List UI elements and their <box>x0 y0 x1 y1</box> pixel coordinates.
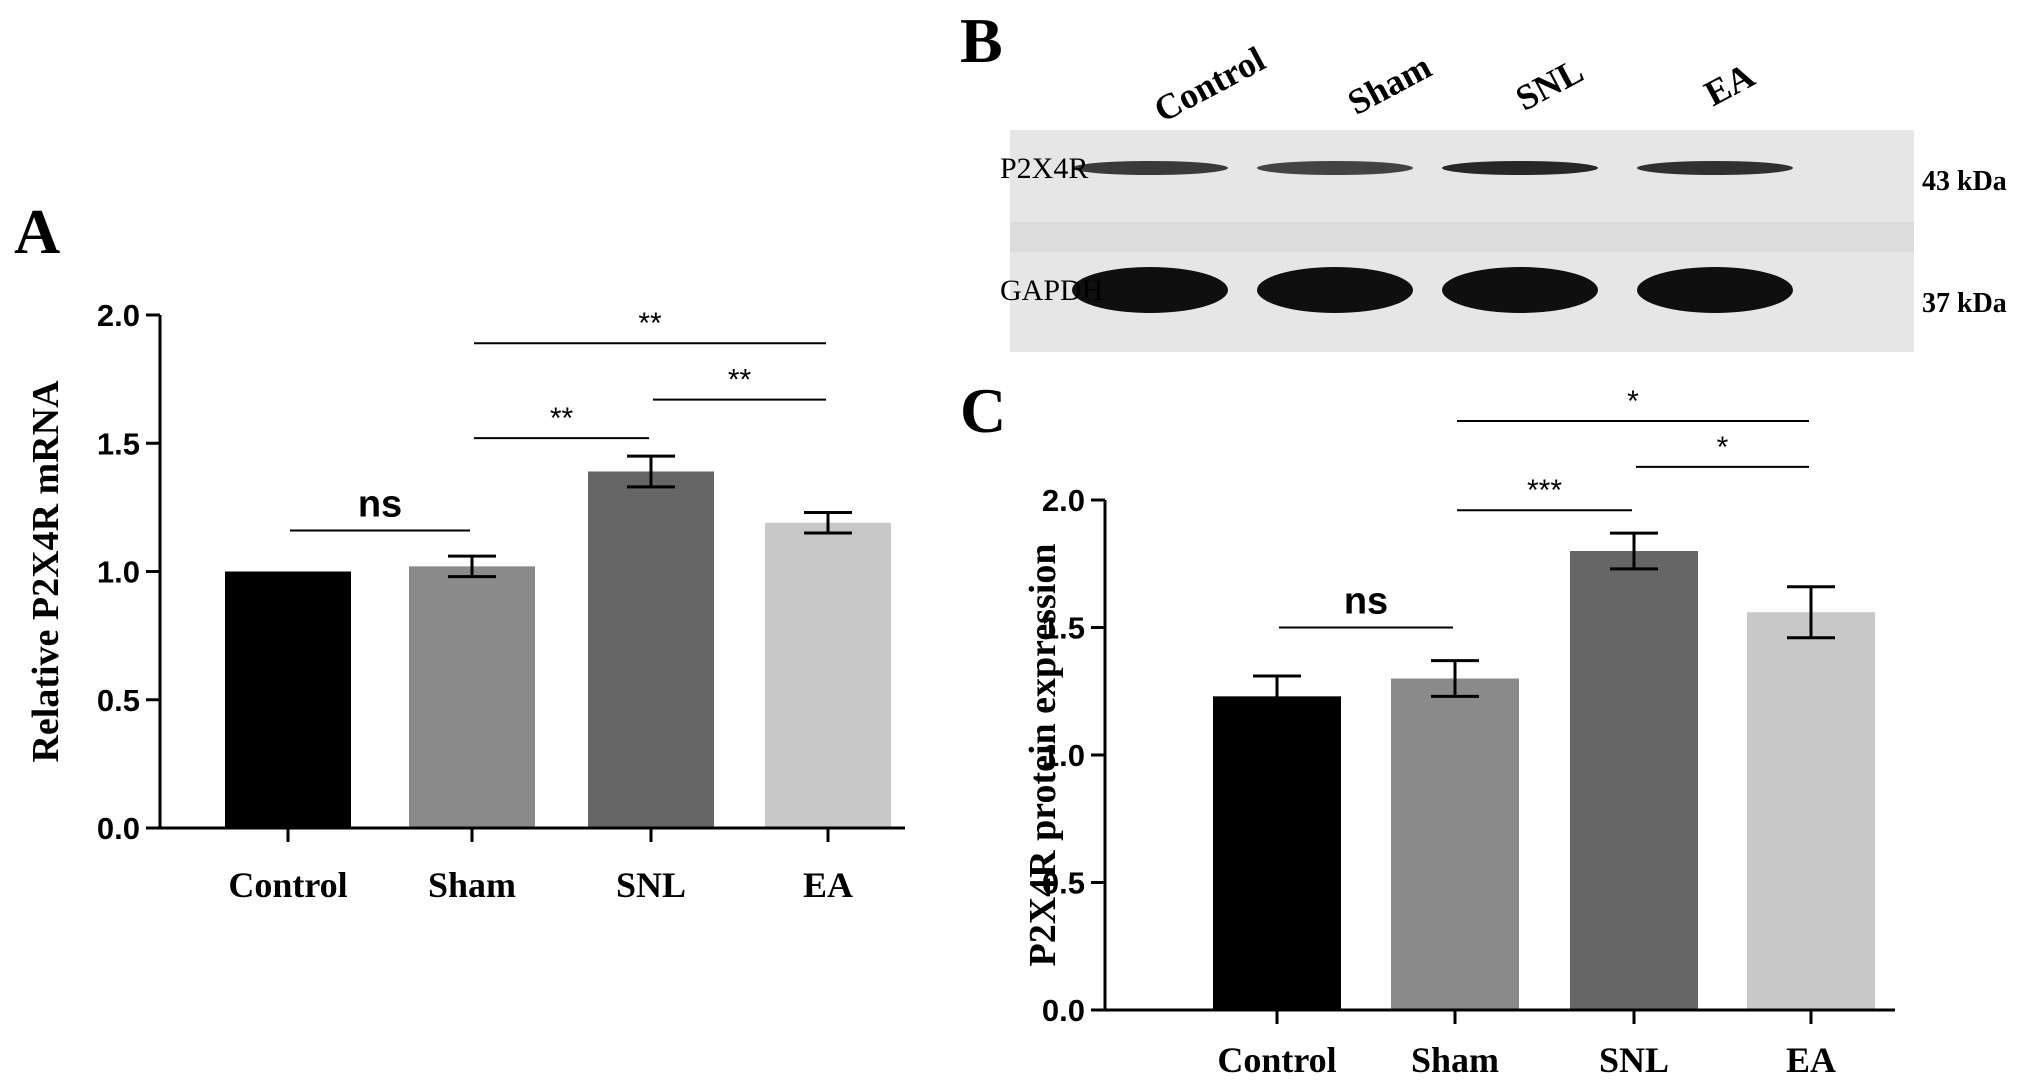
western-blot: Control Sham SNL EA P2X4R 43 kDa GAPDH 37 kDa <box>1000 39 2007 352</box>
error-bar-snl <box>627 454 675 489</box>
significance-bracket: ** <box>474 402 649 440</box>
x-tick-label-sham: Sham <box>428 865 516 905</box>
significance-bracket: ** <box>474 307 826 345</box>
significance-label: ** <box>550 402 574 435</box>
blot-membrane-shade <box>1010 222 1914 252</box>
error-bar-sham <box>1431 659 1479 698</box>
significance-label: * <box>1717 431 1729 464</box>
blot-lane-labels: Control Sham SNL EA <box>1147 39 1761 130</box>
y-axis-title: Relative P2X4R mRNA <box>25 380 67 763</box>
y-tick-label: 1.0 <box>1042 738 1085 773</box>
significance-label: ** <box>728 364 752 397</box>
chart-a: 0.0 0.5 1.0 1.5 2.0 Control Sham SNL EA Relative … <box>25 298 905 905</box>
bar-control <box>1213 696 1341 1010</box>
panel-label-c: C <box>960 375 1006 446</box>
blot-kda-label: 43 kDa <box>1922 166 2007 197</box>
x-tick-label-snl: SNL <box>1599 1040 1669 1080</box>
x-tick-label-snl: SNL <box>616 865 686 905</box>
significance-bracket: ns <box>290 483 470 532</box>
y-tick-label: 1.5 <box>1042 611 1085 646</box>
blot-band-p2x4r-snl <box>1442 161 1598 175</box>
blot-band-gapdh-ea <box>1637 267 1793 313</box>
bar-sham <box>1391 678 1519 1010</box>
x-tick-label-ea: EA <box>803 865 853 905</box>
significance-bracket: * <box>1457 385 1809 422</box>
blot-lane-label-snl: SNL <box>1509 50 1590 118</box>
blot-kda-label: 37 kDa <box>1922 288 2007 319</box>
error-bar-ea <box>1787 585 1835 640</box>
blot-lane-label-sham: Sham <box>1341 46 1438 123</box>
y-tick-label: 0.0 <box>97 811 140 846</box>
bar-snl <box>1570 551 1698 1010</box>
blot-row-label: GAPDH <box>1000 274 1103 307</box>
significance-label: *** <box>1527 474 1562 507</box>
error-bar-control <box>1253 674 1301 719</box>
x-tick-label-ea: EA <box>1786 1040 1836 1080</box>
blot-band-p2x4r-sham <box>1257 161 1413 175</box>
blot-lane-label-control: Control <box>1147 39 1271 130</box>
panel-label-b: B <box>960 5 1003 76</box>
bar-ea <box>765 522 891 828</box>
blot-band-gapdh-control <box>1072 267 1228 313</box>
y-tick-label: 0.0 <box>1042 993 1085 1028</box>
blot-bands <box>1072 161 1793 313</box>
significance-label: ns <box>358 483 402 525</box>
y-tick-label: 1.0 <box>97 555 140 590</box>
blot-band-gapdh-snl <box>1442 267 1598 313</box>
blot-band-p2x4r-control <box>1072 161 1228 175</box>
x-tick-label-control: Control <box>228 865 347 905</box>
y-tick-label: 0.5 <box>97 683 140 718</box>
bar-snl <box>588 471 714 828</box>
significance-bracket: ** <box>653 364 826 401</box>
blot-lane-label-ea: EA <box>1698 55 1761 114</box>
bar-control <box>225 571 351 828</box>
significance-label: ns <box>1344 581 1388 623</box>
error-bar-snl <box>1610 531 1658 571</box>
blot-row-label: P2X4R <box>1000 152 1088 185</box>
significance-bracket: * <box>1636 431 1809 468</box>
chart-c: 0.0 0.5 1.0 1.5 2.0 Control Sham SNL EA P2X4R pro… <box>1022 385 1895 1080</box>
y-axis-title: P2X4R protein expression <box>1022 544 1064 967</box>
x-tick-label-sham: Sham <box>1411 1040 1499 1080</box>
bar-ea <box>1747 612 1875 1010</box>
blot-band-p2x4r-ea <box>1637 161 1793 175</box>
error-bar-ea <box>804 511 852 535</box>
blot-band-gapdh-sham <box>1257 267 1413 313</box>
y-tick-label: 0.5 <box>1042 866 1085 901</box>
x-tick-label-control: Control <box>1217 1040 1336 1080</box>
significance-label: * <box>1627 385 1639 418</box>
bar-sham <box>409 566 535 828</box>
significance-bracket: ns <box>1279 581 1453 629</box>
y-tick-label: 2.0 <box>97 298 140 333</box>
y-tick-label: 2.0 <box>1042 483 1085 518</box>
significance-label: ** <box>638 307 662 340</box>
y-tick-label: 1.5 <box>97 426 140 461</box>
error-bar-sham <box>448 554 496 579</box>
blot-row-labels: P2X4R 43 kDa GAPDH 37 kDa <box>1000 152 2007 319</box>
significance-bracket: *** <box>1457 474 1632 512</box>
panel-label-a: A <box>14 196 60 267</box>
